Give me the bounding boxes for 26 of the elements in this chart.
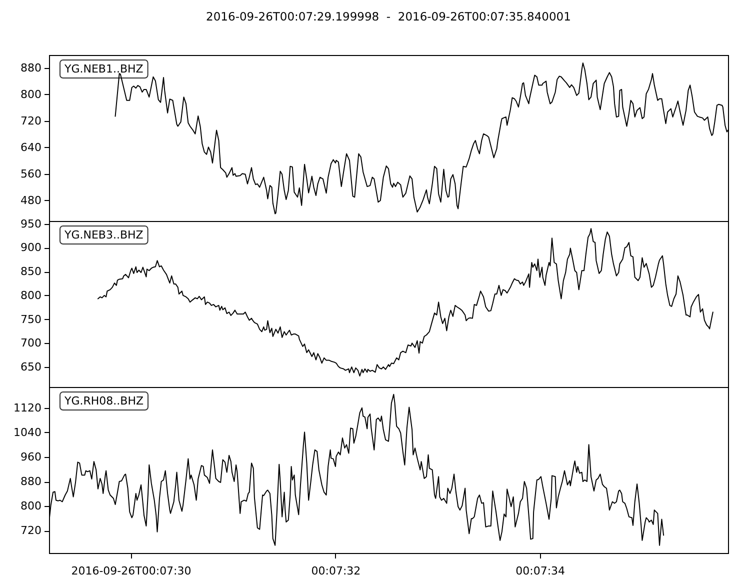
text: YG.RH08..BHZ: [64, 394, 144, 408]
y-tick-label: 1040: [14, 426, 42, 439]
y-tick-label: 480: [20, 194, 42, 207]
x-tick-label: 2016-09-26T00:07:30: [71, 564, 192, 578]
y-tick-label: 850: [20, 265, 42, 278]
y-tick-label: 720: [20, 524, 42, 538]
y-tick-label: 800: [20, 88, 42, 101]
y-tick-label: 700: [20, 336, 42, 350]
y-tick-label: 560: [20, 167, 42, 180]
y-tick-label: 880: [20, 61, 42, 74]
y-tick-label: 900: [20, 241, 42, 254]
y-tick-label: 960: [20, 450, 42, 464]
series-label: YG.NEB1..BHZ: [64, 62, 144, 76]
y-tick-label: 880: [20, 475, 42, 488]
y-tick-label: 720: [20, 114, 42, 128]
y-tick-label: 950: [20, 217, 42, 230]
y-tick-label: 800: [20, 288, 42, 302]
x-tick-label: 00:07:32: [311, 564, 361, 578]
y-tick-label: 1120: [14, 401, 42, 414]
y-tick-label: 800: [20, 500, 42, 513]
chart-title: 2016-09-26T00:07:29.199998 - 2016-09-26T00:07:35.840001: [206, 10, 571, 24]
y-tick-label: 640: [20, 140, 42, 154]
text: YG.NEB3..BHZ: [64, 228, 144, 242]
x-tick-label: 00:07:34: [516, 564, 566, 578]
y-tick-label: 650: [20, 360, 42, 374]
y-tick-label: 750: [20, 312, 42, 326]
